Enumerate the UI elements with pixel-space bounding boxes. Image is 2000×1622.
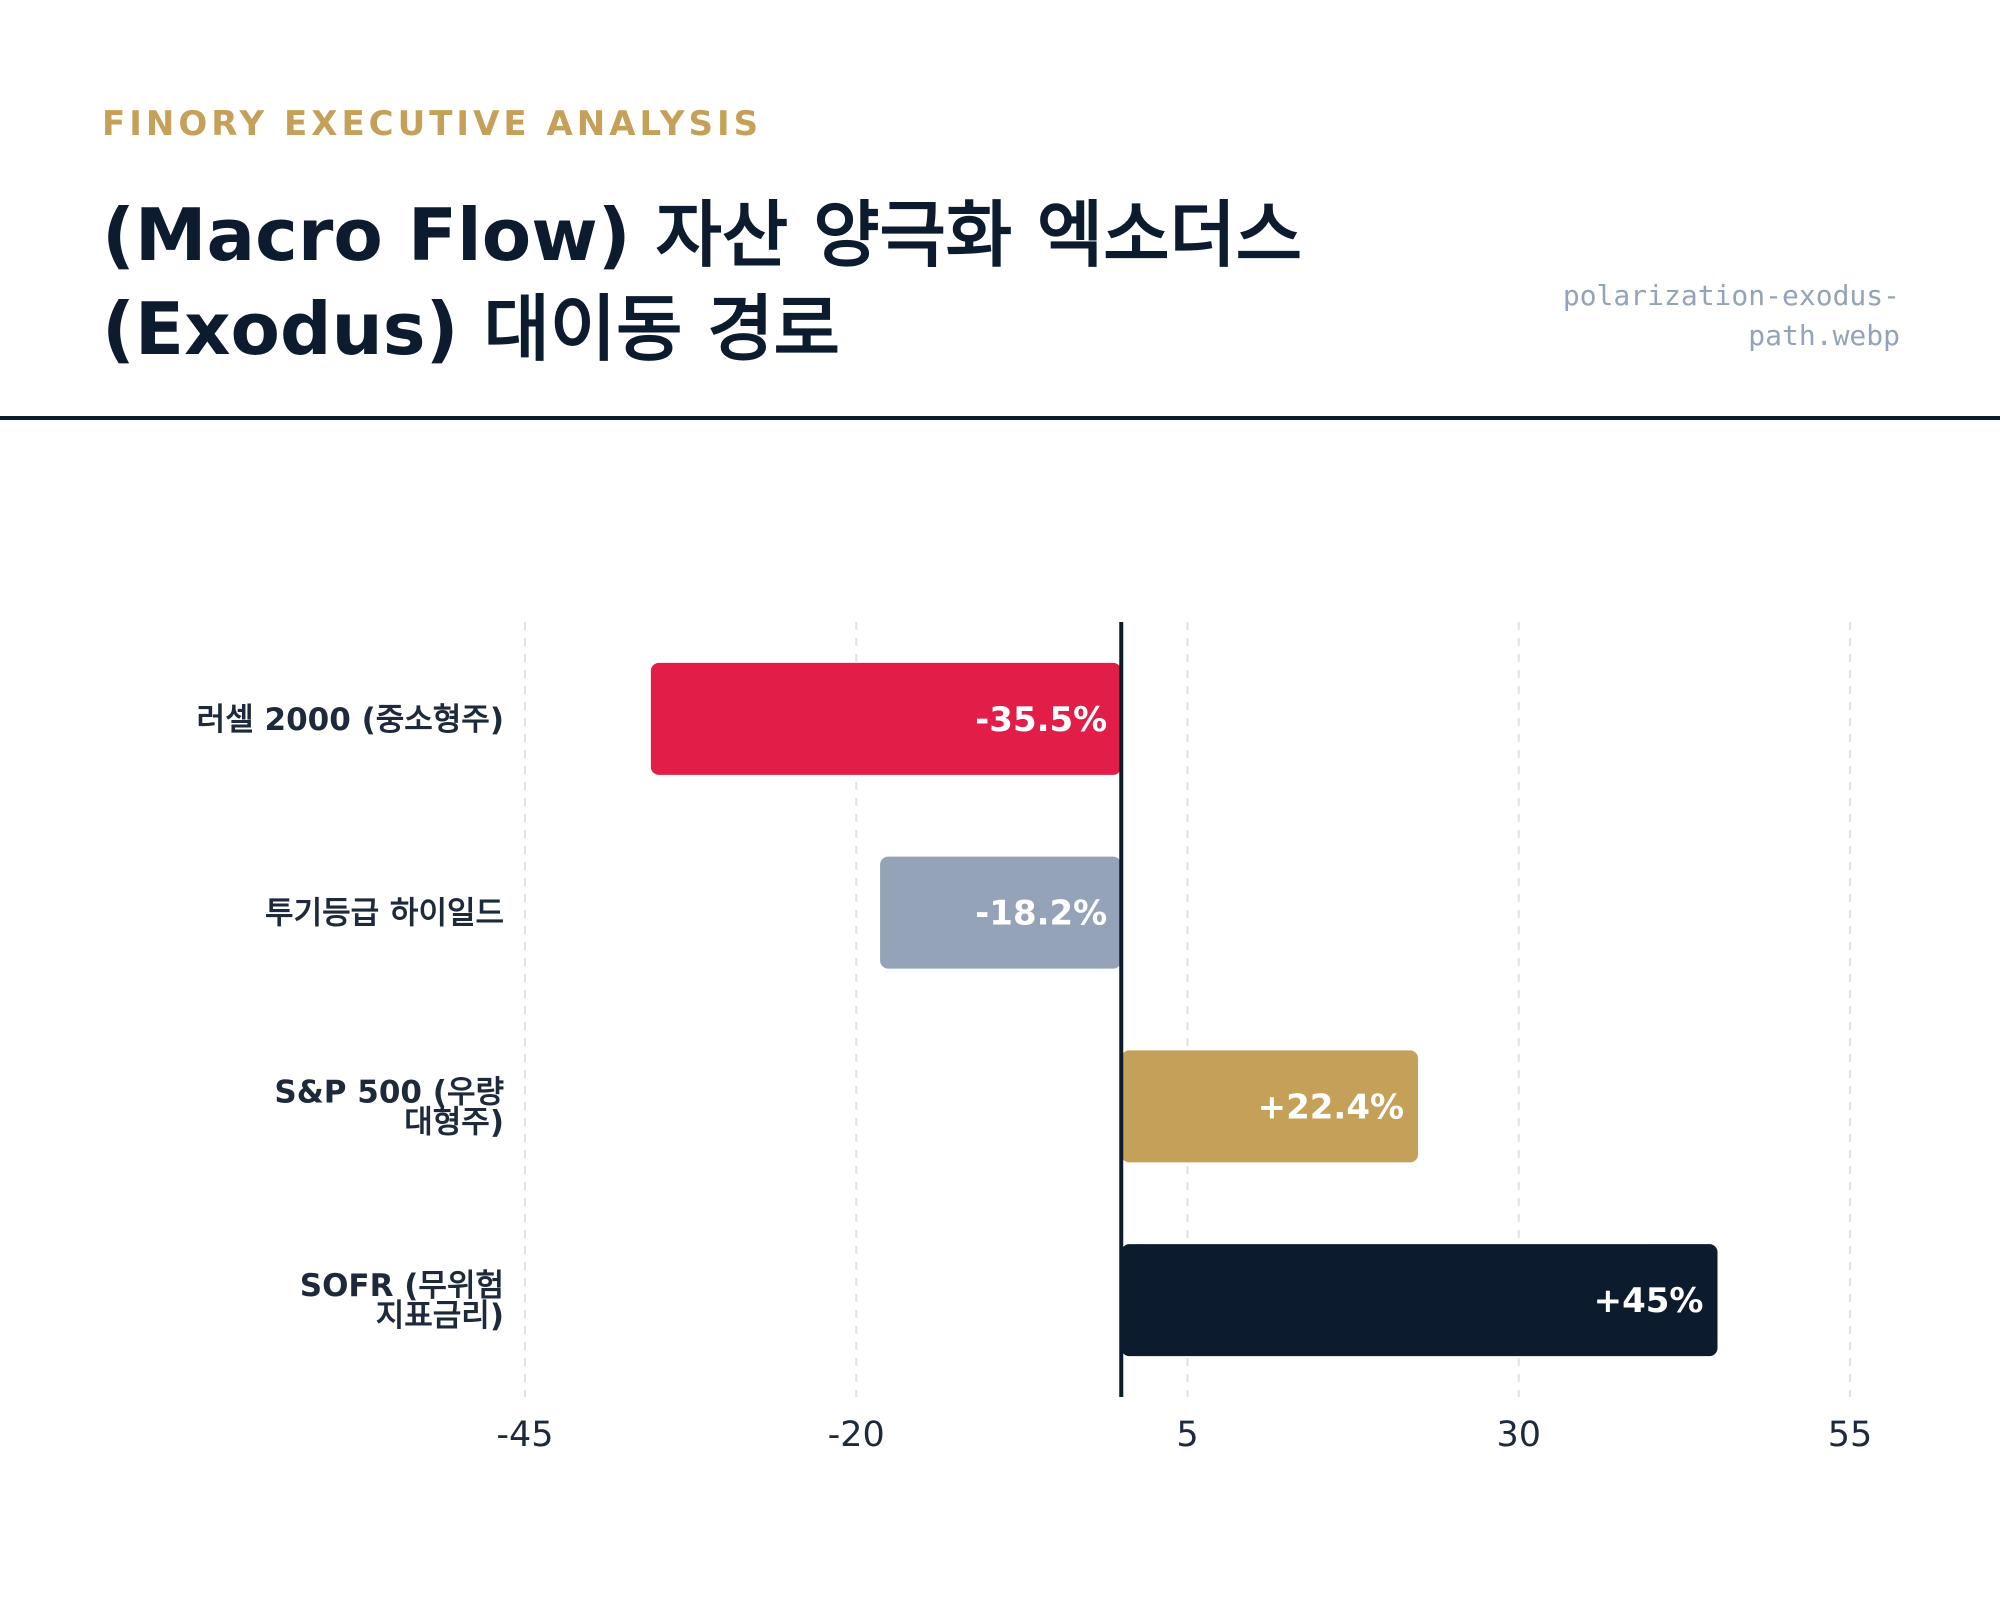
header-divider: [0, 416, 2000, 420]
category-label: SOFR (무위험 지표금리): [300, 1268, 504, 1334]
category-label: 러셀 2000 (중소형주): [197, 702, 504, 738]
bar: [1121, 1244, 1718, 1357]
bar: [1121, 1050, 1419, 1163]
category-label-line: S&P 500 (우량: [274, 1074, 504, 1110]
category-label: 투기등급 하이일드: [265, 896, 504, 932]
category-label-line: 지표금리): [376, 1298, 504, 1334]
x-tick-label: 55: [1828, 1415, 1873, 1455]
category-label: S&P 500 (우량 대형주): [274, 1074, 504, 1140]
header: FINORY EXECUTIVE ANALYSIS (Macro Flow) 자…: [0, 0, 2000, 420]
data-label: -18.2%: [975, 894, 1107, 934]
page-title: (Macro Flow) 자산 양극화 엑소더스 (Exodus) 대이동 경로: [102, 193, 1302, 371]
data-label: +45%: [1594, 1281, 1704, 1321]
x-tick-label: -20: [828, 1415, 885, 1455]
data-label: +22.4%: [1258, 1087, 1404, 1127]
x-tick-label: -45: [496, 1415, 553, 1455]
x-tick-label: 30: [1496, 1415, 1541, 1455]
eyebrow: FINORY EXECUTIVE ANALYSIS: [102, 104, 763, 144]
x-tick-label: 5: [1176, 1415, 1198, 1455]
data-label: -35.5%: [975, 700, 1107, 740]
bar: [650, 662, 1122, 775]
file-name: polarization-exodus-path.webp: [1562, 279, 1900, 352]
x-axis-ticks: -45 -20 5 30 55: [496, 1415, 1872, 1455]
category-label-line: 대형주): [404, 1104, 504, 1140]
bars: -35.5% -18.2% +22.4% +45%: [650, 662, 1718, 1357]
bar: [880, 856, 1122, 969]
category-labels: 러셀 2000 (중소형주) 투기등급 하이일드 S&P 500 (우량 대형주) SO…: [197, 702, 504, 1334]
category-label-line: SOFR (무위험: [300, 1268, 504, 1304]
category-label-line: 러셀 2000 (중소형주): [197, 702, 504, 738]
category-label-line: 투기등급 하이일드: [265, 896, 504, 932]
